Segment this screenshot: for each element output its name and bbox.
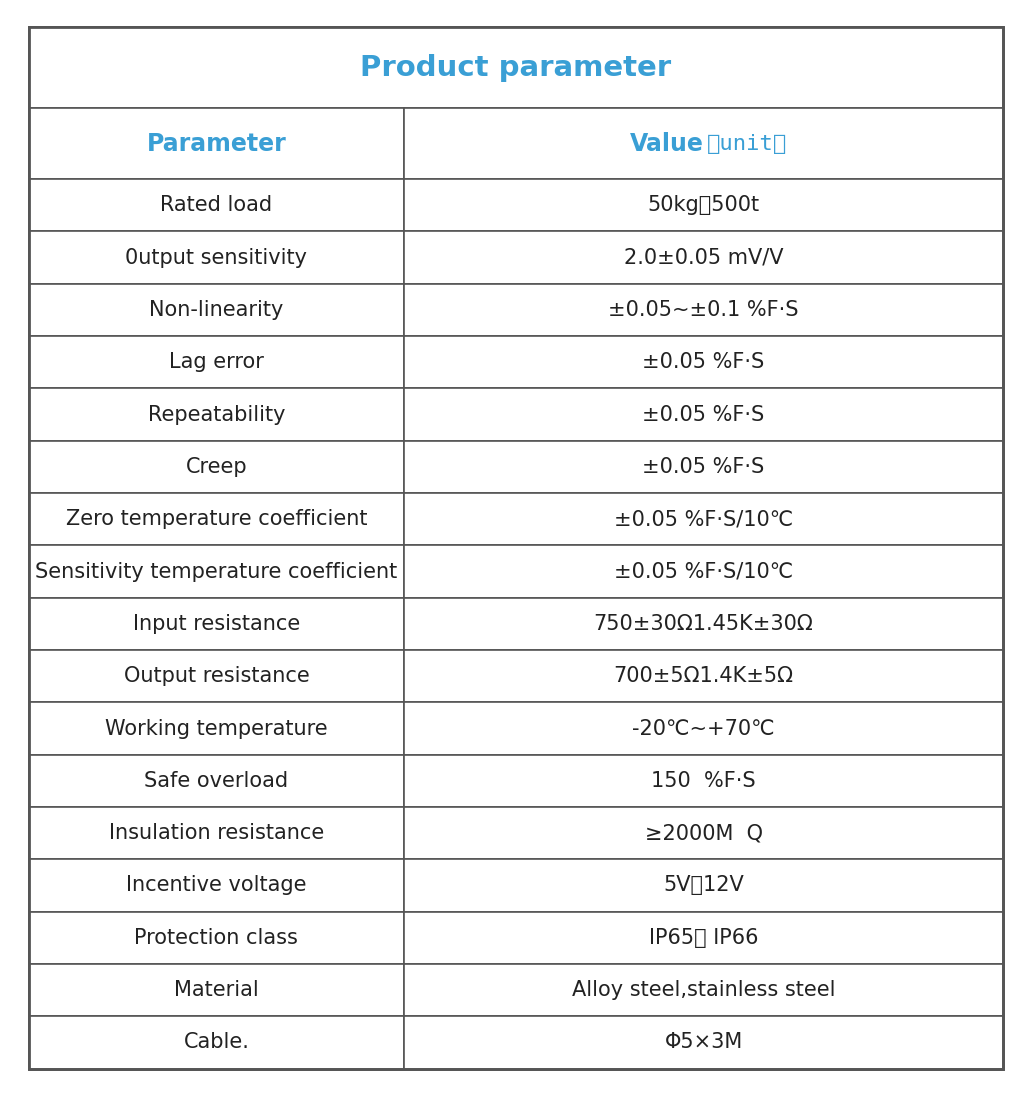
Text: ≥2000M  Q: ≥2000M Q <box>645 823 763 843</box>
Text: Product parameter: Product parameter <box>360 54 672 82</box>
Bar <box>29 284 404 336</box>
Bar <box>29 493 404 546</box>
Bar <box>404 859 1003 912</box>
Bar <box>29 1016 404 1069</box>
Bar <box>404 597 1003 650</box>
Text: Input resistance: Input resistance <box>133 614 300 633</box>
Text: （unit）: （unit） <box>707 134 786 153</box>
Bar <box>404 441 1003 493</box>
Bar <box>29 546 404 597</box>
Bar <box>29 336 404 388</box>
Text: ±0.05 %F·S: ±0.05 %F·S <box>642 457 765 477</box>
Text: Safe overload: Safe overload <box>144 770 289 791</box>
Bar <box>29 703 404 755</box>
Text: ±0.05 %F·S: ±0.05 %F·S <box>642 352 765 373</box>
Text: Incentive voltage: Incentive voltage <box>126 876 307 895</box>
Text: 750±30Ω1.45K±30Ω: 750±30Ω1.45K±30Ω <box>593 614 813 633</box>
Bar <box>404 650 1003 703</box>
Bar <box>404 807 1003 859</box>
Bar <box>29 912 404 964</box>
Bar <box>404 964 1003 1016</box>
Text: Repeatability: Repeatability <box>148 404 285 424</box>
Bar <box>404 284 1003 336</box>
Text: 150  %F·S: 150 %F·S <box>651 770 755 791</box>
Bar <box>29 807 404 859</box>
Bar <box>29 441 404 493</box>
Bar <box>29 179 404 231</box>
Text: 2.0±0.05 mV/V: 2.0±0.05 mV/V <box>623 248 783 267</box>
Bar <box>404 755 1003 807</box>
Bar <box>404 336 1003 388</box>
Bar <box>29 650 404 703</box>
Bar <box>404 179 1003 231</box>
Bar <box>29 388 404 441</box>
Text: ±0.05 %F·S: ±0.05 %F·S <box>642 404 765 424</box>
Text: Creep: Creep <box>186 457 248 477</box>
Bar <box>29 109 404 179</box>
Text: Material: Material <box>174 980 259 1001</box>
Text: 0utput sensitivity: 0utput sensitivity <box>126 248 308 267</box>
Text: Φ5×3M: Φ5×3M <box>665 1032 743 1052</box>
Text: Insulation resistance: Insulation resistance <box>108 823 324 843</box>
Text: Lag error: Lag error <box>169 352 264 373</box>
Bar <box>404 912 1003 964</box>
Text: ±0.05 %F·S/10℃: ±0.05 %F·S/10℃ <box>614 510 794 529</box>
Text: Output resistance: Output resistance <box>124 666 310 686</box>
Text: Alloy steel,stainless steel: Alloy steel,stainless steel <box>572 980 835 1001</box>
Text: Value: Value <box>630 132 704 156</box>
Text: Working temperature: Working temperature <box>105 719 328 739</box>
Text: -20℃~+70℃: -20℃~+70℃ <box>633 719 775 739</box>
Bar <box>29 859 404 912</box>
Text: Sensitivity temperature coefficient: Sensitivity temperature coefficient <box>35 561 397 582</box>
Text: 5V～12V: 5V～12V <box>664 876 744 895</box>
Text: Rated load: Rated load <box>160 195 272 215</box>
Bar <box>29 231 404 284</box>
Text: Zero temperature coefficient: Zero temperature coefficient <box>66 510 367 529</box>
Bar <box>404 703 1003 755</box>
Bar <box>404 493 1003 546</box>
Text: ±0.05 %F·S/10℃: ±0.05 %F·S/10℃ <box>614 561 794 582</box>
Bar <box>404 231 1003 284</box>
Bar <box>29 27 1003 109</box>
Bar <box>404 1016 1003 1069</box>
Text: Protection class: Protection class <box>134 928 298 948</box>
Bar <box>404 546 1003 597</box>
Bar <box>29 597 404 650</box>
Bar <box>404 109 1003 179</box>
Bar <box>29 964 404 1016</box>
Text: ±0.05~±0.1 %F·S: ±0.05~±0.1 %F·S <box>608 300 799 320</box>
Text: 700±5Ω1.4K±5Ω: 700±5Ω1.4K±5Ω <box>614 666 794 686</box>
Text: Parameter: Parameter <box>147 132 286 156</box>
Text: 50kg～500t: 50kg～500t <box>647 195 760 215</box>
Text: IP65、 IP66: IP65、 IP66 <box>649 928 759 948</box>
Text: Cable.: Cable. <box>184 1032 250 1052</box>
Bar <box>29 755 404 807</box>
Bar <box>404 388 1003 441</box>
Text: Non-linearity: Non-linearity <box>150 300 284 320</box>
